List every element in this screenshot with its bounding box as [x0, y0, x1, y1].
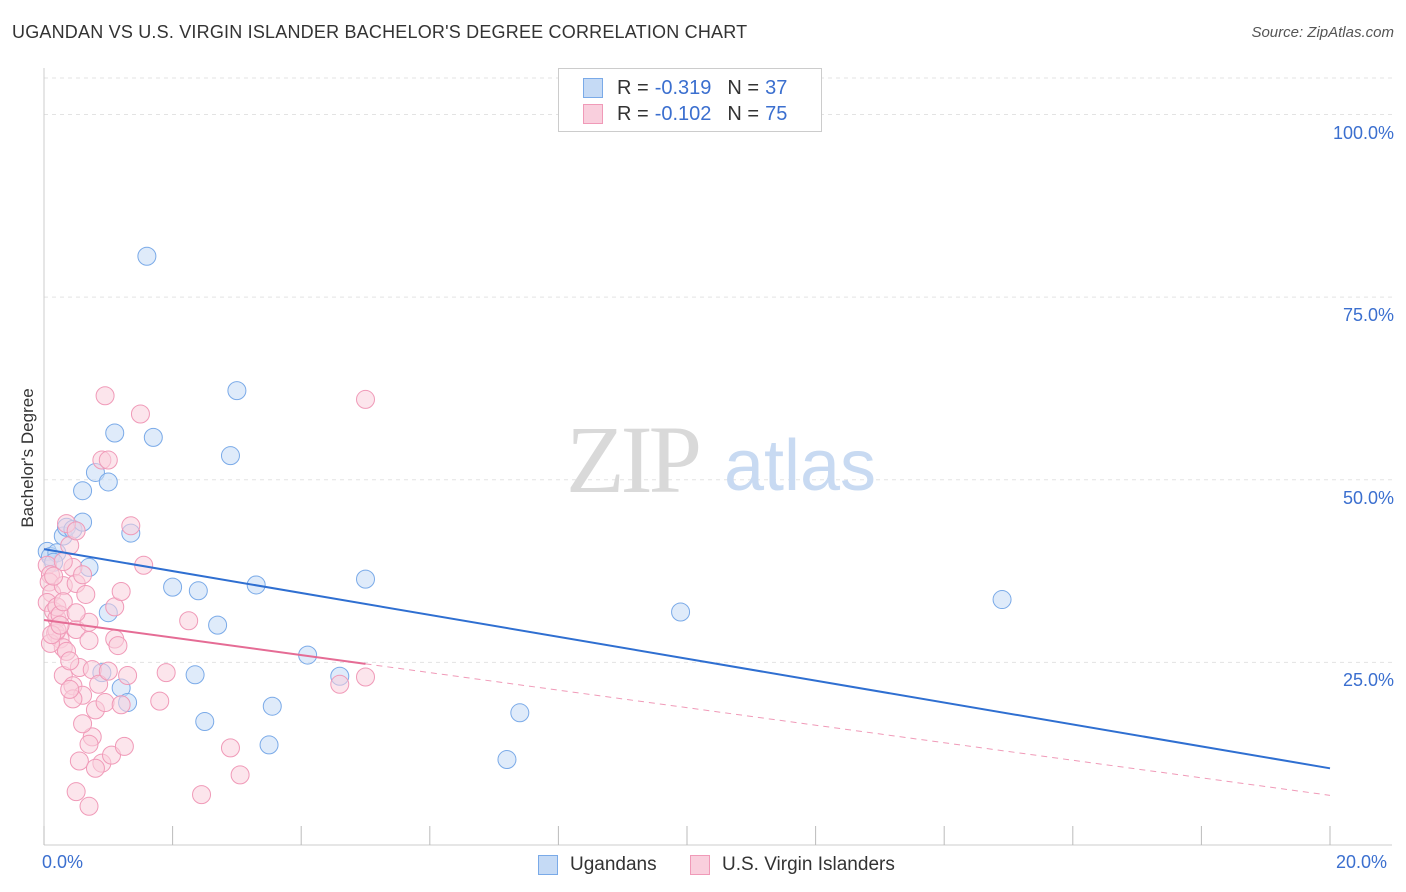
data-point	[98, 472, 118, 492]
bottom-legend-label: Ugandans	[570, 854, 657, 875]
bottom-legend-ugandans[interactable]: Ugandans	[538, 852, 657, 878]
data-point	[130, 404, 150, 424]
data-point	[220, 446, 240, 466]
data-point	[150, 691, 170, 711]
data-point	[53, 592, 73, 612]
legend-r-value: -0.102	[654, 102, 712, 125]
data-point	[356, 667, 375, 687]
data-point	[497, 750, 517, 770]
legend-n-label: N =	[727, 76, 760, 99]
y-tick-label: 100.0%	[1332, 122, 1394, 143]
legend-n-value: 75	[765, 102, 788, 125]
trend-line-extension	[365, 663, 1331, 796]
data-point	[66, 782, 86, 802]
data-point	[220, 738, 240, 758]
data-point	[121, 516, 141, 536]
data-point	[118, 666, 138, 686]
data-point	[156, 663, 176, 683]
data-point	[60, 651, 80, 671]
data-point	[44, 566, 64, 586]
data-point	[76, 584, 96, 604]
y-tick-label: 50.0%	[1342, 487, 1394, 508]
data-points	[37, 246, 1012, 816]
watermark-atlas: atlas	[724, 426, 876, 506]
data-point	[188, 581, 208, 601]
data-point	[185, 665, 205, 685]
data-point	[95, 386, 115, 406]
data-point	[510, 703, 530, 723]
data-point	[66, 603, 86, 623]
x-tick-label-max: 20.0%	[1336, 852, 1388, 872]
data-point	[179, 611, 199, 631]
data-point	[259, 735, 279, 755]
trend-line	[43, 619, 366, 665]
bottom-legend-label: U.S. Virgin Islanders	[722, 854, 895, 875]
data-point	[111, 695, 131, 715]
legend-swatch-virgin-islanders	[583, 104, 603, 124]
watermark: ZIP atlas	[566, 406, 876, 513]
data-point	[356, 569, 375, 589]
legend-row-ugandans: R = -0.319 N = 37	[583, 75, 803, 101]
y-tick-label: 25.0%	[1342, 670, 1394, 691]
data-point	[208, 615, 228, 635]
bottom-legend-virgin-islanders[interactable]: U.S. Virgin Islanders	[690, 852, 895, 878]
legend-row-virgin-islanders: R = -0.102 N = 75	[583, 101, 803, 127]
data-point	[95, 693, 115, 713]
data-point	[992, 590, 1012, 610]
data-point	[85, 758, 105, 778]
legend-n-label: N =	[727, 102, 760, 125]
data-point	[73, 481, 93, 501]
legend-n-value: 37	[765, 76, 788, 99]
data-point	[69, 751, 89, 771]
x-tick-label-min: 0.0%	[42, 852, 84, 872]
legend-swatch-ugandans	[583, 78, 603, 98]
data-point	[73, 565, 93, 585]
chart-title: UGANDAN VS U.S. VIRGIN ISLANDER BACHELOR…	[12, 22, 748, 42]
y-axis-label: Bachelor's Degree	[18, 388, 37, 528]
trend-lines	[43, 548, 1331, 796]
bottom-legend-swatch	[538, 855, 558, 875]
data-point	[192, 785, 212, 805]
data-point	[98, 450, 118, 470]
data-point	[79, 734, 99, 754]
data-point	[50, 615, 70, 635]
data-point	[53, 552, 73, 572]
y-tick-label: 75.0%	[1342, 305, 1394, 326]
data-point	[60, 679, 80, 699]
grid-lines	[44, 77, 1392, 663]
data-point	[105, 423, 125, 443]
data-point	[143, 427, 163, 447]
data-point	[262, 696, 282, 716]
data-point	[227, 381, 247, 401]
data-point	[356, 389, 375, 409]
legend-r-label: R =	[617, 102, 649, 125]
watermark-zip: ZIP	[566, 406, 699, 513]
data-point	[73, 714, 93, 734]
bottom-legend-swatch	[690, 855, 710, 875]
data-point	[114, 736, 134, 756]
axes	[43, 68, 1392, 846]
data-point	[163, 577, 183, 597]
legend-r-label: R =	[617, 76, 649, 99]
data-point	[98, 661, 118, 681]
trend-line	[43, 548, 1331, 770]
legend-r-value: -0.319	[654, 76, 712, 99]
data-point	[79, 630, 99, 650]
data-point	[137, 246, 157, 266]
data-point	[66, 521, 86, 541]
data-point	[108, 636, 128, 656]
data-point	[330, 674, 350, 694]
data-point	[111, 582, 131, 602]
data-point	[195, 712, 215, 732]
data-point	[89, 674, 109, 694]
source-label: Source: ZipAtlas.com	[1251, 24, 1394, 41]
correlation-legend: R = -0.319 N = 37 R = -0.102 N = 75	[558, 68, 822, 132]
data-point	[79, 796, 99, 816]
data-point	[230, 765, 250, 785]
data-point	[671, 602, 691, 622]
